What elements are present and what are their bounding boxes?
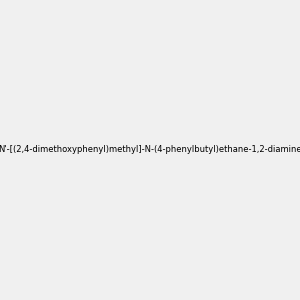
- Text: N'-[(2,4-dimethoxyphenyl)methyl]-N-(4-phenylbutyl)ethane-1,2-diamine: N'-[(2,4-dimethoxyphenyl)methyl]-N-(4-ph…: [0, 146, 300, 154]
